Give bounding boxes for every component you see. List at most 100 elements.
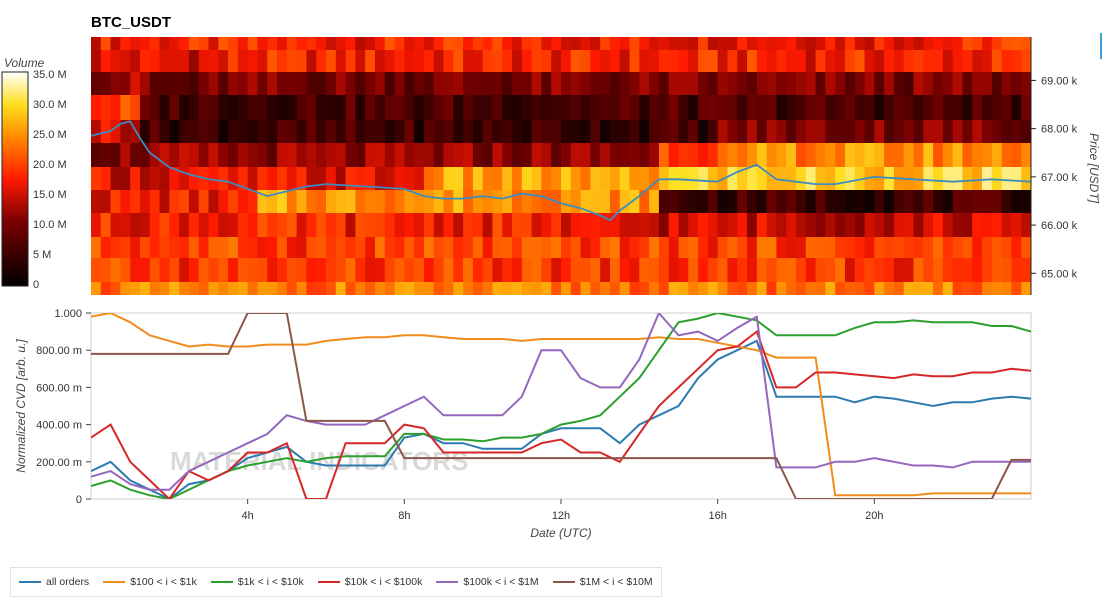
- heatmap-cell: [404, 258, 415, 282]
- heatmap-cell: [139, 72, 151, 95]
- heatmap-cell: [805, 95, 817, 120]
- heatmap-cell: [433, 190, 445, 213]
- heatmap-cell: [786, 143, 797, 167]
- heatmap-cell: [130, 190, 141, 213]
- heatmap-cell: [972, 95, 983, 120]
- heatmap-cell: [815, 95, 826, 120]
- heatmap-cell: [365, 50, 376, 72]
- heatmap-cell: [541, 37, 552, 50]
- heatmap-cell: [423, 50, 435, 72]
- heatmap-cell: [492, 190, 503, 213]
- cvd-series-line: [91, 313, 1031, 491]
- heatmap-cell: [482, 213, 494, 237]
- heatmap-cell: [619, 50, 631, 72]
- heatmap-cell: [120, 167, 131, 190]
- heatmap-cell: [766, 50, 778, 72]
- heatmap-cell: [296, 143, 308, 167]
- heatmap-cell: [561, 143, 572, 167]
- heatmap-cell: [737, 190, 748, 213]
- legend-item[interactable]: all orders: [19, 576, 89, 588]
- heatmap-cell: [629, 237, 640, 258]
- heatmap-cell: [384, 213, 396, 237]
- legend-item[interactable]: $1k < i < $10k: [210, 576, 304, 588]
- legend-item[interactable]: $10k < i < $100k: [317, 576, 422, 588]
- heatmap-cell: [864, 120, 875, 143]
- heatmap-cell: [355, 213, 366, 237]
- heatmap-cell: [972, 143, 983, 167]
- heatmap-cell: [228, 258, 239, 282]
- heatmap-cell: [639, 50, 650, 72]
- heatmap-cell: [698, 50, 709, 72]
- legend-item[interactable]: $100 < i < $1k: [103, 576, 197, 588]
- heatmap-cell: [766, 213, 778, 237]
- heatmap-cell: [482, 258, 494, 282]
- heatmap-cell: [590, 37, 601, 50]
- heatmap-cell: [913, 50, 924, 72]
- heatmap-cell: [805, 213, 817, 237]
- heatmap-cell: [365, 282, 376, 295]
- heatmap-cell: [482, 237, 494, 258]
- heatmap-cell: [316, 258, 327, 282]
- heatmap-cell: [100, 213, 112, 237]
- heatmap-cell: [257, 190, 268, 213]
- heatmap-cell: [658, 190, 670, 213]
- heatmap-cell: [668, 50, 680, 72]
- heatmap-cell: [942, 72, 954, 95]
- heatmap-cell: [658, 120, 670, 143]
- heatmap-cell: [443, 95, 454, 120]
- heatmap-cell: [414, 237, 425, 258]
- heatmap-cell: [512, 143, 523, 167]
- heatmap-cell: [727, 258, 738, 282]
- heatmap-cell: [854, 190, 866, 213]
- heatmap-cell: [923, 190, 934, 213]
- heatmap-cell: [923, 258, 934, 282]
- heatmap-cell: [228, 95, 239, 120]
- heatmap-cell: [796, 237, 807, 258]
- heatmap-cell: [139, 143, 151, 167]
- heatmap-cell: [267, 120, 278, 143]
- heatmap-cell: [316, 282, 327, 295]
- heatmap-cell: [580, 95, 591, 120]
- heatmap-cell: [433, 167, 445, 190]
- heatmap-cell: [541, 213, 552, 237]
- heatmap-cell: [306, 143, 317, 167]
- heatmap-cell: [668, 37, 680, 50]
- heatmap-cell: [776, 282, 787, 295]
- heatmap-cell: [649, 95, 660, 120]
- heatmap-cell: [374, 167, 386, 190]
- heatmap-cell: [639, 120, 650, 143]
- heatmap-cell: [619, 143, 631, 167]
- heatmap-cell: [531, 72, 543, 95]
- heatmap-cell: [306, 120, 317, 143]
- heatmap-cell: [414, 167, 425, 190]
- heatmap-cell: [639, 143, 650, 167]
- heatmap-cell: [463, 258, 474, 282]
- heatmap-cell: [159, 282, 170, 295]
- heatmap-cell: [423, 72, 435, 95]
- heatmap-cell: [179, 258, 190, 282]
- heatmap-cell: [394, 258, 405, 282]
- heatmap-cell: [149, 95, 161, 120]
- legend-item[interactable]: $1M < i < $10M: [552, 576, 653, 588]
- heatmap-cell: [727, 237, 738, 258]
- heatmap-cell: [345, 50, 356, 72]
- heatmap-cell: [237, 37, 249, 50]
- heatmap-cell: [541, 237, 552, 258]
- heatmap-cell: [844, 258, 856, 282]
- legend-item[interactable]: $100k < i < $1M: [436, 576, 539, 588]
- heatmap-cell: [893, 50, 905, 72]
- legend-swatch: [552, 581, 575, 583]
- heatmap-cell: [707, 167, 719, 190]
- heatmap-cell: [512, 50, 523, 72]
- heatmap-cell: [149, 167, 161, 190]
- heatmap-cell: [374, 143, 386, 167]
- heatmap-cell: [384, 237, 396, 258]
- heatmap-cell: [208, 258, 219, 282]
- heatmap-cell: [1001, 213, 1013, 237]
- heatmap-cell: [766, 120, 778, 143]
- heatmap-cell: [257, 213, 268, 237]
- heatmap-cell: [277, 237, 288, 258]
- heatmap-cell: [453, 213, 464, 237]
- heatmap-cell: [531, 237, 543, 258]
- heatmap-cell: [962, 167, 973, 190]
